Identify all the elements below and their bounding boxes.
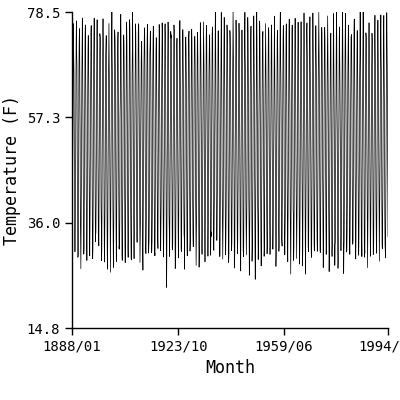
Y-axis label: Temperature (F): Temperature (F): [3, 95, 21, 245]
X-axis label: Month: Month: [205, 359, 255, 377]
